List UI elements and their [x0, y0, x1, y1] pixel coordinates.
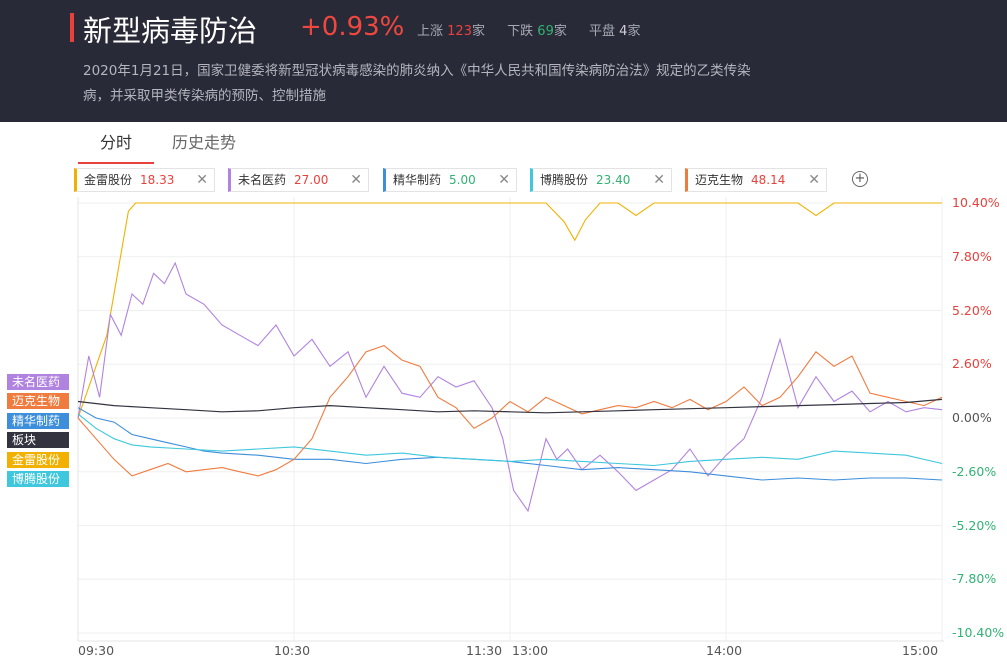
sector-change: +0.93%: [300, 12, 405, 42]
legend-item: 板块: [7, 432, 69, 449]
close-icon[interactable]: ✕: [196, 172, 208, 188]
y-tick-label: -10.40%: [952, 625, 1005, 640]
tab-history[interactable]: 历史走势: [172, 133, 237, 152]
x-tick-label: 15:00: [902, 643, 939, 658]
y-tick-label: 10.40%: [952, 195, 1000, 210]
flat-stat: 平盘 4家: [589, 24, 641, 39]
stock-chip-2[interactable]: 精华制药 5.00 ✕: [383, 168, 517, 192]
x-tick-label: 14:00: [706, 643, 743, 658]
stock-chip-0[interactable]: 金雷股份 18.33 ✕: [74, 168, 215, 192]
legend-item: 精华制药: [7, 412, 69, 429]
y-tick-label: 7.80%: [952, 248, 992, 264]
stock-chip-3[interactable]: 博腾股份 23.40 ✕: [530, 168, 672, 192]
y-tick-label: -2.60%: [952, 463, 997, 479]
market-stats: 上涨 123家 下跌 69家 平盘 4家: [417, 20, 658, 39]
x-tick-label: 13:00: [512, 643, 549, 658]
header: 新型病毒防治 +0.93% 上涨 123家 下跌 69家 平盘 4家 2020年…: [0, 0, 1007, 122]
x-tick-label: 11:30: [466, 643, 503, 658]
close-icon[interactable]: ✕: [808, 172, 820, 188]
series-legend: 未名医药 迈克生物 精华制药 板块 金雷股份 博腾股份: [7, 374, 71, 490]
add-stock-icon[interactable]: +: [852, 171, 868, 187]
y-tick-label: 5.20%: [952, 302, 992, 318]
series-line-4: [77, 344, 943, 477]
page-title: 新型病毒防治: [83, 14, 258, 48]
tab-bar: 分时 历史走势: [78, 122, 998, 164]
up-stat: 上涨 123家: [417, 24, 485, 39]
down-stat: 下跌 69家: [507, 24, 567, 39]
legend-item: 博腾股份: [7, 470, 69, 487]
y-tick-label: 2.60%: [952, 356, 992, 372]
series-line-0: [77, 202, 942, 419]
title-accent-bar: [70, 13, 74, 42]
y-tick-label: -5.20%: [952, 517, 997, 533]
series-line-5: [77, 398, 943, 414]
stock-chips: 金雷股份 18.33 ✕ 未名医药 27.00 ✕ 精华制药 5.00 ✕ 博腾股份 23.4…: [74, 168, 954, 192]
legend-item: 未名医药: [7, 374, 69, 390]
legend-item: 金雷股份: [7, 451, 69, 468]
stock-chip-1[interactable]: 未名医药 27.00 ✕: [228, 168, 369, 192]
legend-item: 迈克生物: [7, 393, 69, 410]
series-line-1: [77, 261, 943, 513]
close-icon[interactable]: ✕: [350, 172, 362, 188]
x-tick-label: 09:30: [78, 643, 115, 658]
x-tick-label: 10:30: [274, 643, 311, 658]
stock-chip-4[interactable]: 迈克生物 48.14 ✕: [685, 168, 827, 192]
close-icon[interactable]: ✕: [498, 172, 510, 188]
sector-description: 2020年1月21日，国家卫健委将新型冠状病毒感染的肺炎纳入《中华人民共和国传染…: [83, 63, 751, 104]
y-tick-label: 0.00%: [952, 410, 992, 425]
close-icon[interactable]: ✕: [653, 172, 665, 188]
series-line-3: [77, 413, 943, 467]
tab-intraday[interactable]: 分时: [78, 122, 155, 164]
y-tick-label: -7.80%: [952, 571, 997, 587]
